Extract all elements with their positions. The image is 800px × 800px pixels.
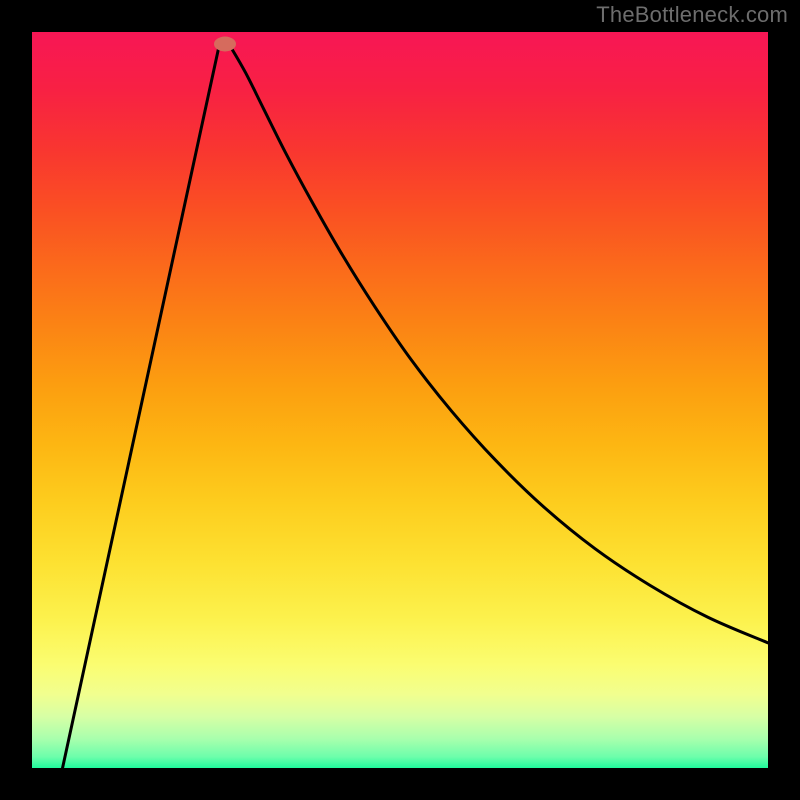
curve-right-branch [229,45,768,643]
chart-container: TheBottleneck.com [0,0,800,800]
bottleneck-curve [32,32,768,768]
curve-left-branch [63,46,219,768]
plot-area [32,32,768,768]
watermark-text: TheBottleneck.com [596,2,788,28]
minimum-marker [214,36,236,51]
